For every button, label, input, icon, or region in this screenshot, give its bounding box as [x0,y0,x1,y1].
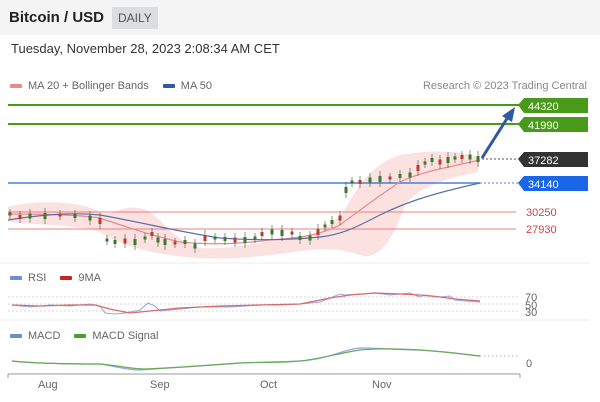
rsi-panel: 70 50 30 [8,292,537,319]
bollinger-band [8,151,480,259]
x-tick-aug: Aug [38,379,58,391]
x-tick-nov: Nov [372,379,392,391]
label-27930: 27930 [526,224,557,236]
svg-text:34140: 34140 [528,179,559,191]
price-legend: MA 20 + Bollinger Bands MA 50 [10,80,226,92]
svg-text:37282: 37282 [528,155,559,167]
timestamp: Tuesday, November 28, 2023 2:08:34 AM CE… [11,41,280,56]
rsi-legend: RSI 9MA [10,272,115,284]
legend-9ma: 9MA [60,272,101,284]
rsi-9ma-line [11,292,481,314]
legend-rsi: RSI [10,272,46,284]
legend-ma50: MA 50 [162,80,212,92]
rsi-line [11,292,481,315]
svg-text:44320: 44320 [528,101,559,113]
svg-text:41990: 41990 [528,120,559,132]
x-tick-oct: Oct [260,379,277,391]
macd-panel: 0 [11,347,532,371]
badge-44320: 44320 [518,98,588,113]
rsi-tick-70: 70 [525,292,537,304]
credit-text: Research © 2023 Trading Central [422,80,587,92]
candlesticks [8,150,480,253]
rsi-tick-50: 50 [525,300,537,312]
macd-signal-line [11,348,481,370]
ma50-line [7,182,481,241]
legend-macd-signal: MACD Signal [74,330,158,342]
chart-header: Bitcoin / USD DAILY [0,0,600,35]
macd-legend: MACD MACD Signal [10,330,172,342]
badge-34140: 34140 [518,176,588,191]
badge-current-price: 37282 [518,152,588,167]
label-30250: 30250 [526,207,557,219]
legend-macd: MACD [10,330,60,342]
period-badge[interactable]: DAILY [112,6,158,29]
macd-line [11,347,481,371]
legend-ma20-bollinger: MA 20 + Bollinger Bands [10,80,149,92]
badge-41990: 41990 [518,117,588,132]
rsi-tick-30: 30 [525,307,537,319]
macd-tick-0: 0 [526,358,532,370]
instrument-title: Bitcoin / USD [9,9,105,26]
level-badges: 44320 41990 37282 34140 30250 27930 [518,98,588,236]
target-arrow [480,107,515,159]
x-axis: Aug Sep Oct Nov [7,373,521,391]
x-tick-sep: Sep [150,379,170,391]
